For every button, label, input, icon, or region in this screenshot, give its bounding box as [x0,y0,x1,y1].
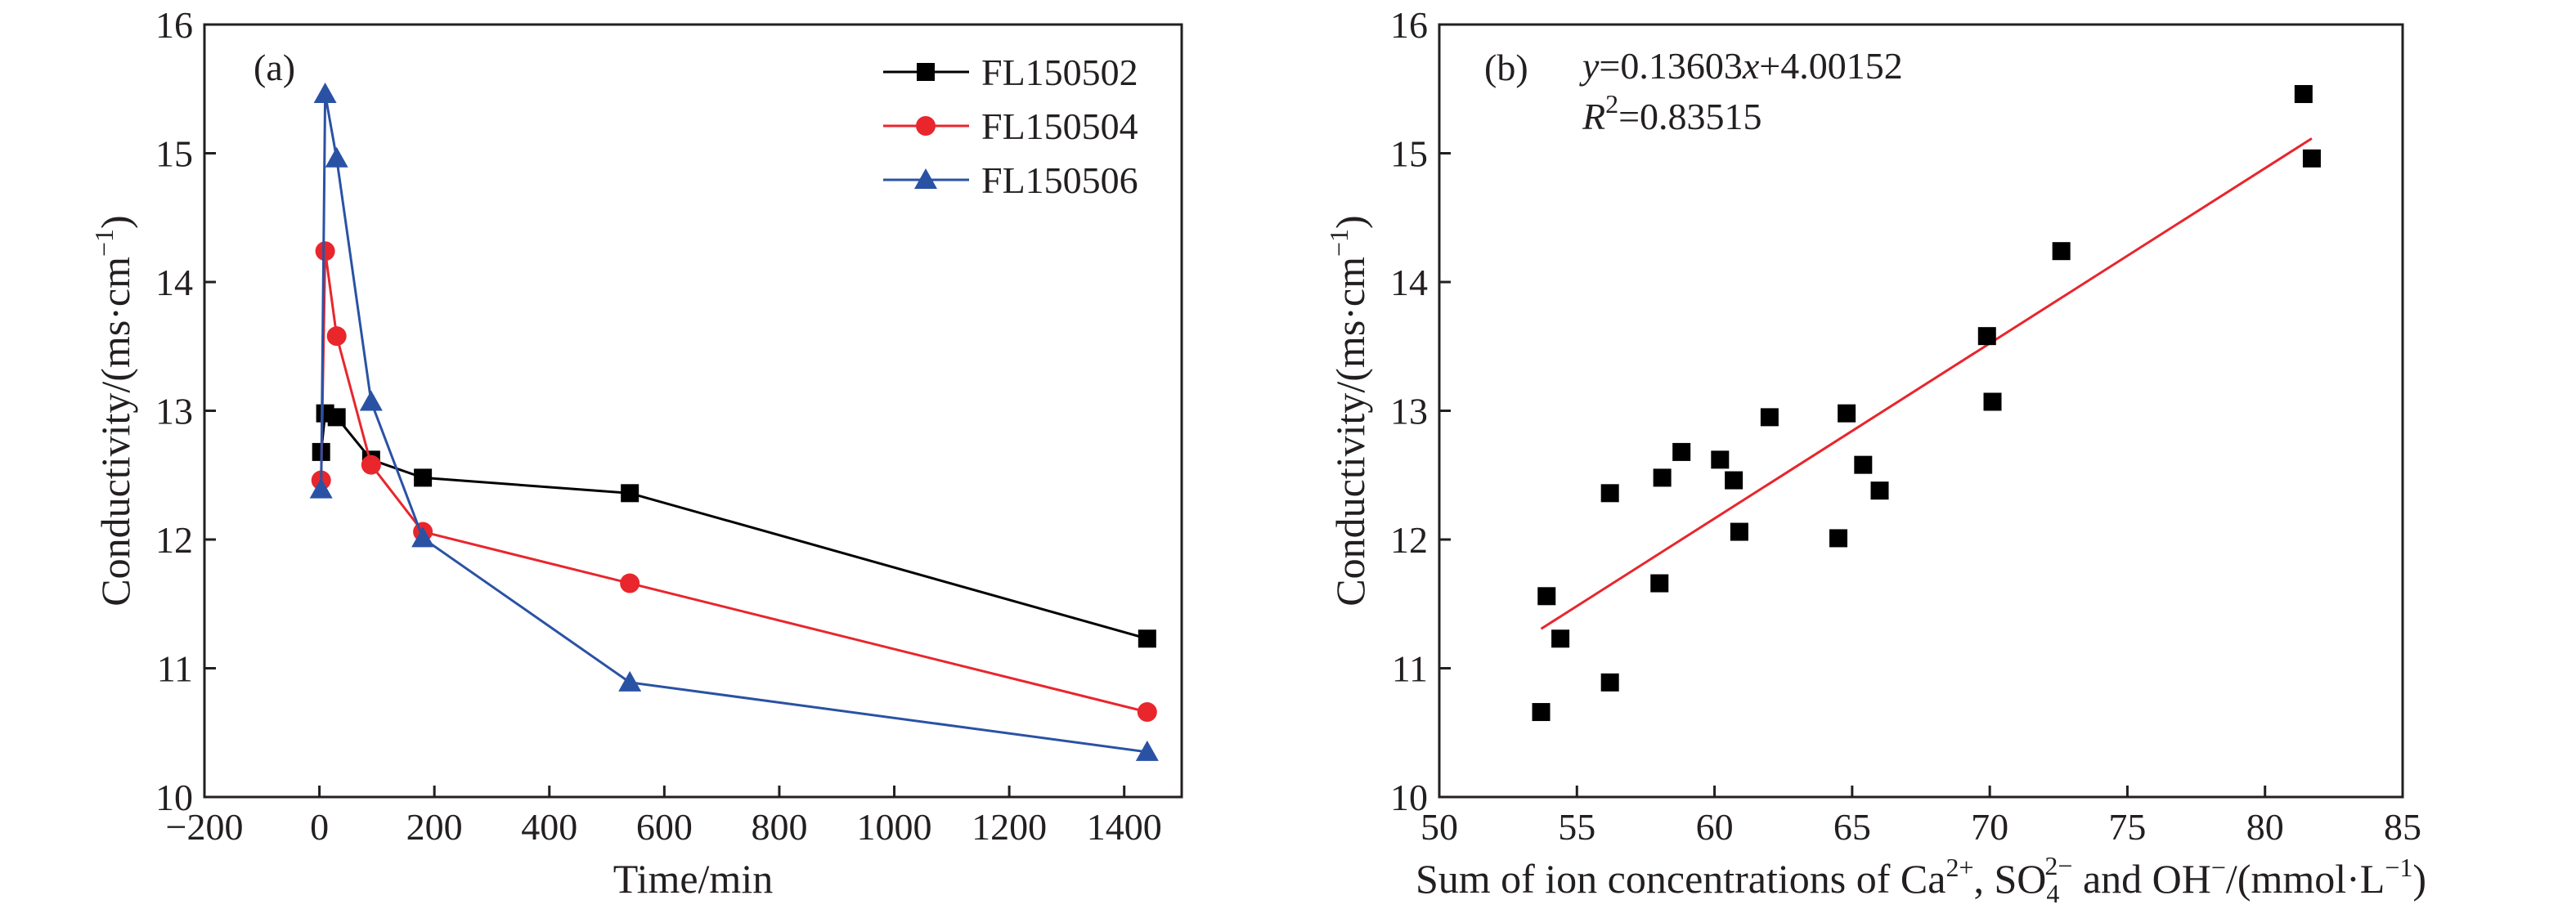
legend-label: FL150502 [981,51,1138,93]
x-tick-label: 600 [636,806,693,848]
regression-equation: y=0.13603x+4.00152 [1579,45,1903,87]
x-tick-label: 55 [1558,806,1595,848]
plot-frame [1438,23,2404,799]
data-point-FL150506 [1135,740,1159,761]
data-point-FL150506 [618,670,642,692]
scatter-point [1977,327,1996,346]
series-line-FL150504 [320,250,1148,714]
data-point-FL150506 [411,526,435,548]
data-point-FL150502 [621,484,640,503]
x-tick-label: 75 [2108,806,2146,848]
scatter-point [1730,522,1748,541]
panel-label: (a) [254,47,295,88]
x-tick-label: 70 [1971,806,2008,848]
scatter-point [1711,450,1730,469]
data-point-FL150504 [326,326,347,347]
scatter-point [1854,455,1873,474]
panel-b: 50 55 60 65 70 75 80 85 10 11 12 13 14 15 16 (b) y=0.136… [1324,4,2426,908]
legend-marker-FL150506 [914,168,937,189]
scatter-point [1600,673,1619,692]
legend-label: FL150504 [981,105,1138,147]
x-tick-label: 60 [1696,806,1734,848]
scatter-point [2294,85,2313,104]
scatter-point [1838,404,1856,423]
scatter-point [1537,587,1556,606]
panel-a: −200 0 200 400 600 800 1000 1200 1400 10 11 12 13 14 1… [89,4,1183,902]
x-tick-label: 85 [2384,806,2421,848]
x-axis-title: Sum of ion concentrations of Ca2+, SO42−… [1416,851,2426,908]
x-tick-label: 1000 [857,806,932,848]
y-tick-label: 10 [155,777,193,818]
x-tick-label: 50 [1420,806,1458,848]
scatter-point [1672,442,1691,461]
y-tick-label: 13 [155,391,193,432]
data-point-FL150502 [1138,629,1156,648]
legend-marker-FL150502 [917,63,935,81]
scatter-point [1983,392,2002,411]
r-squared: R2=0.83515 [1582,89,1762,137]
data-point-FL150506 [313,83,337,104]
y-tick-label: 15 [155,133,193,175]
scatter-point [1600,484,1619,503]
data-point-FL150506 [359,390,383,411]
x-tick-label: 400 [521,806,577,848]
scatter-point [1870,481,1889,500]
scatter-point [1650,574,1669,593]
scatter-point [2302,149,2321,168]
scatter-point [1760,408,1779,427]
x-tick-label: 65 [1833,806,1871,848]
x-tick-label: 200 [406,806,463,848]
data-point-FL150502 [327,408,346,427]
panel-label: (b) [1484,47,1528,88]
data-point-FL150502 [414,468,433,487]
data-point-FL150504 [361,454,381,475]
scatter-point [1829,529,1848,548]
x-tick-label: 1400 [1087,806,1162,848]
scatter-point [1653,468,1672,487]
scatter-point [2052,242,2071,261]
y-axis-title: Conductivity/(ms·cm−1) [1324,215,1373,606]
data-point-FL150504 [620,573,640,593]
y-tick-label: 16 [155,4,193,46]
y-tick-label: 11 [1392,648,1428,690]
x-tick-label: 800 [751,806,807,848]
y-tick-label: 14 [1390,262,1428,303]
y-tick-label: 12 [155,519,193,561]
data-point-FL150506 [325,146,348,168]
data-point-FL150504 [1137,702,1157,723]
x-tick-label: 0 [310,806,329,848]
y-tick-label: 10 [1390,777,1428,818]
y-tick-label: 11 [157,648,193,690]
scatter-point [1725,471,1744,490]
x-axis-title: Time/min [613,856,773,902]
scatter-point [1532,703,1551,722]
y-axis-title: Conductivity/(ms·cm−1) [89,215,138,606]
y-tick-label: 14 [155,262,193,303]
y-tick-label: 13 [1390,391,1428,432]
x-tick-label: 1200 [972,806,1047,848]
x-tick-label: −200 [166,806,244,848]
y-tick-label: 12 [1390,519,1428,561]
legend-label: FL150506 [981,159,1138,201]
series-line-FL150502 [320,411,1148,640]
legend-marker-FL150504 [916,116,936,136]
x-tick-label: 80 [2246,806,2284,848]
data-point-FL150504 [315,241,335,262]
scatter-point [1551,629,1570,648]
fit-line [1540,137,2313,630]
data-point-FL150506 [309,477,333,499]
y-tick-label: 16 [1390,4,1428,46]
y-tick-label: 15 [1390,133,1428,175]
